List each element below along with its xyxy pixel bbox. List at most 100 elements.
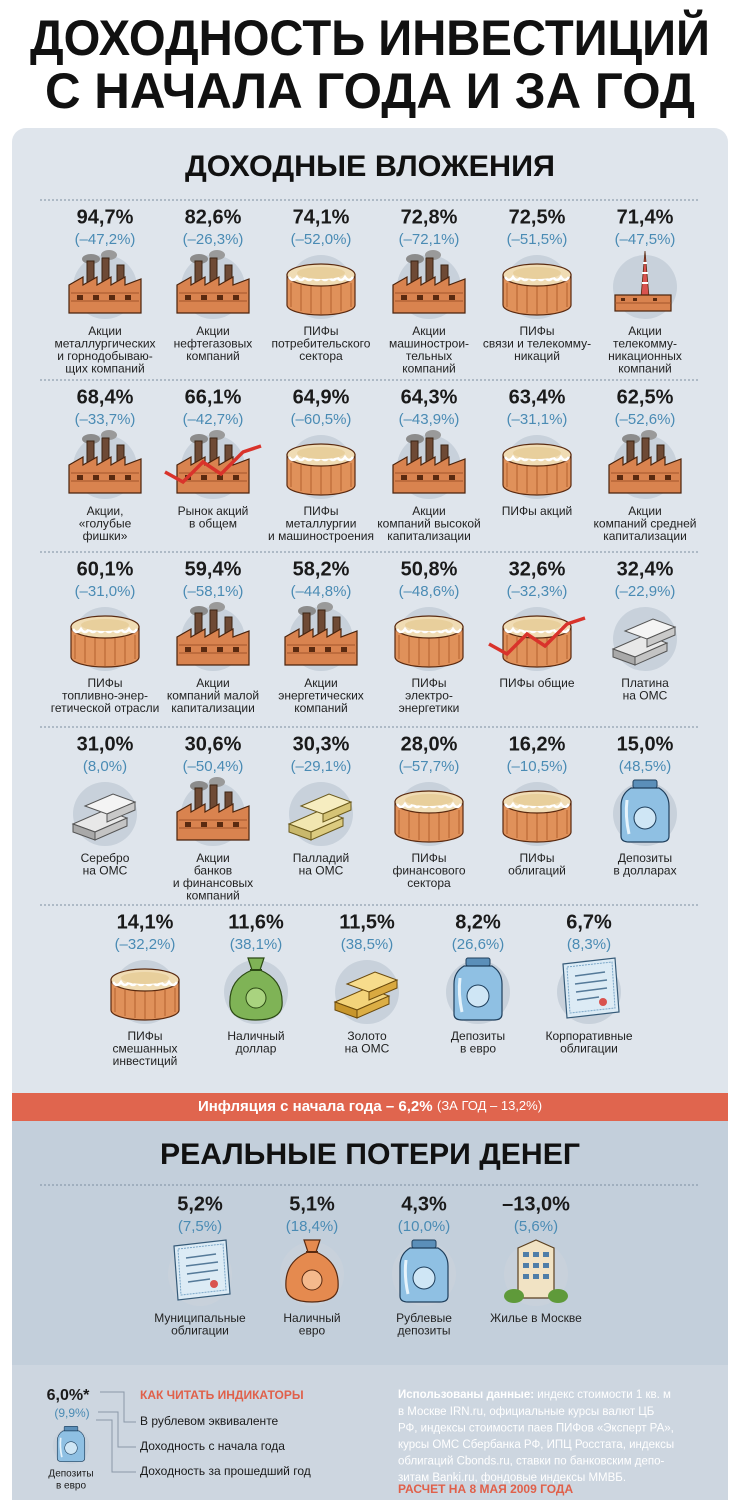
year-value: (8,3%) [567, 936, 611, 953]
sources-line: РФ, индексы стоимости паев ПИФов «Экспер… [398, 1423, 674, 1435]
item-label: никаций [514, 349, 560, 363]
item-label: Рынок акций [178, 504, 249, 518]
legend-connector [96, 1391, 136, 1473]
item-label: Рублевые [396, 1311, 452, 1325]
item-label: ПИФы акций [502, 504, 573, 518]
legend-label: Депозиты [48, 1469, 93, 1480]
year-value: (–43,9%) [399, 411, 460, 428]
year-value: (–47,2%) [75, 231, 136, 248]
item-label: в евро [460, 1042, 496, 1056]
item-label: доллар [236, 1042, 277, 1056]
item-label: облигаций [508, 864, 566, 878]
sources-lead: Использованы данные: [398, 1389, 534, 1401]
year-value: (–31,1%) [507, 411, 568, 428]
item-label: на ОМС [83, 864, 128, 878]
ytd-value: 32,6% [509, 558, 566, 580]
item-label: телекомму- [613, 337, 677, 351]
year-value: (–10,5%) [507, 758, 568, 775]
item-label: щих компаний [65, 362, 144, 376]
ytd-value: 68,4% [77, 386, 134, 408]
item-label: Акции, [87, 504, 124, 518]
ytd-value: 8,2% [455, 911, 501, 933]
year-value: (–47,5%) [615, 231, 676, 248]
icon [612, 606, 678, 671]
ytd-value: 60,1% [77, 558, 134, 580]
year-value: (–57,7%) [399, 758, 460, 775]
item-label: компаний [618, 362, 672, 376]
icon [334, 959, 400, 1024]
item-label: в общем [189, 517, 237, 531]
year-value: (48,5%) [619, 758, 672, 775]
year-value: (38,1%) [230, 936, 283, 953]
item-label: компаний [402, 362, 456, 376]
ytd-value: 72,8% [401, 206, 458, 228]
footer-panel [12, 1365, 728, 1500]
ytd-value: 30,6% [185, 733, 242, 755]
sources-text: индекс стоимости 1 кв. м [537, 1389, 671, 1401]
ytd-value: 64,3% [401, 386, 458, 408]
ytd-value: 74,1% [293, 206, 350, 228]
year-value: (38,5%) [341, 936, 394, 953]
item-label: ПИФы [520, 851, 555, 865]
ytd-value: 63,4% [509, 386, 566, 408]
ytd-value: 5,1% [289, 1193, 335, 1215]
title-line: С НАЧАЛА ГОДА И ЗА ГОД [45, 63, 695, 119]
item-label: Акции [196, 851, 230, 865]
item-label: энергетики [399, 701, 460, 715]
year-value: (–32,3%) [507, 583, 568, 600]
item-label: на ОМС [623, 689, 668, 703]
ytd-value: 62,5% [617, 386, 674, 408]
item-label: финансового [392, 864, 465, 878]
ytd-value: 11,6% [228, 911, 284, 933]
item-label: капитализации [387, 529, 471, 543]
item-label: Акции [412, 324, 446, 338]
title-line: ДОХОДНОСТЬ ИНВЕСТИЦИЙ [30, 9, 710, 66]
inflation-main: Инфляция с начала года – 6,2% [198, 1098, 433, 1115]
ytd-value: 5,2% [177, 1193, 223, 1215]
item-label: ПИФы [128, 1029, 163, 1043]
inflation-band [12, 1093, 728, 1121]
item-label: компаний [294, 701, 348, 715]
item-label: электро- [405, 689, 453, 703]
sources-line: в Москве IRN.ru, официальные курсы валют… [398, 1406, 654, 1418]
item-label: Акции [628, 324, 662, 338]
item-label: капитализации [603, 529, 687, 543]
item-label: никационных [608, 349, 682, 363]
item-label: облигации [171, 1324, 229, 1338]
ytd-value: 6,7% [566, 911, 612, 933]
legend-label: в евро [56, 1481, 87, 1492]
item-label: «голубые [79, 517, 132, 531]
item-label: Платина [621, 676, 669, 690]
ytd-value: 71,4% [617, 206, 674, 228]
year-value: (–31,0%) [75, 583, 136, 600]
legend-year: (9,9%) [54, 1406, 89, 1420]
item-label: Наличный [283, 1311, 340, 1325]
item-label: ПИФы [88, 676, 123, 690]
item-label: машинострои- [389, 337, 469, 351]
icon [556, 957, 622, 1024]
item-label: компаний средней [594, 517, 697, 531]
ytd-value: 28,0% [401, 733, 458, 755]
item-label: потребительского [272, 337, 371, 351]
trend-line [164, 444, 262, 485]
year-value: (–72,1%) [399, 231, 460, 248]
item-label: капитализации [171, 701, 255, 715]
item-label: ПИФы общие [499, 676, 574, 690]
legend-line: В рублевом эквиваленте [140, 1414, 279, 1428]
section-heading: ДОХОДНЫЕ ВЛОЖЕНИЯ [185, 150, 555, 183]
year-value: (26,6%) [452, 936, 505, 953]
item-label: гетической отрасли [51, 701, 160, 715]
sources-line: Использованы данные: индекс стоимости 1 … [398, 1389, 671, 1401]
item-label: Муниципальные [154, 1311, 246, 1325]
item-label: топливно-энер- [62, 689, 148, 703]
item-label: ПИФы [304, 504, 339, 518]
item-label: Акции [304, 676, 338, 690]
item-label: компаний малой [167, 689, 259, 703]
inflation-text: Инфляция с начала года – 6,2% (ЗА ГОД – … [198, 1098, 542, 1115]
losses-panel [12, 1120, 728, 1365]
item-label: компаний [186, 889, 240, 903]
item-label: на ОМС [299, 864, 344, 878]
item-label: Палладий [293, 851, 349, 865]
item-label: сектора [407, 876, 451, 890]
year-value: (–52,6%) [615, 411, 676, 428]
